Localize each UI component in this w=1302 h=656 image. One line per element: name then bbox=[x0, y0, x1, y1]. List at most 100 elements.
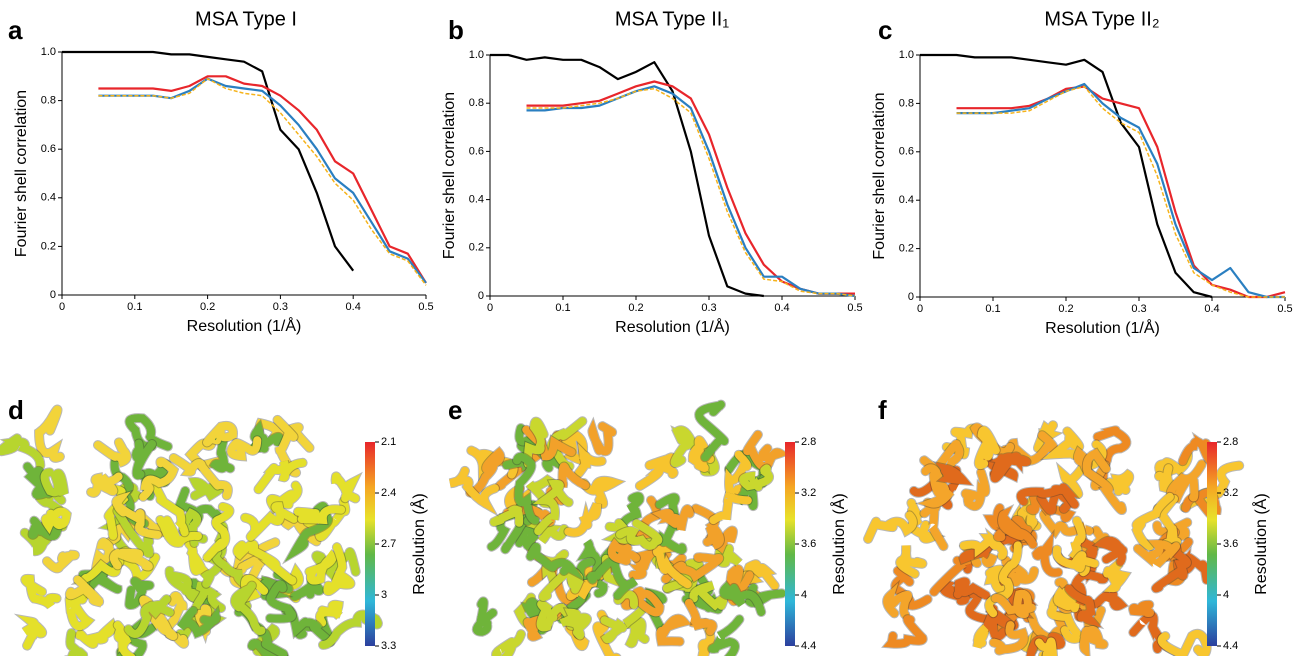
density-strand bbox=[974, 426, 1000, 470]
x-tick-label: 0 bbox=[59, 301, 65, 313]
density-strand bbox=[40, 468, 69, 497]
density-strand bbox=[125, 577, 154, 609]
y-tick-label: 0.6 bbox=[899, 146, 914, 158]
y-tick-label: 0.2 bbox=[41, 240, 56, 252]
density-strand bbox=[652, 505, 694, 531]
density-strand bbox=[625, 617, 649, 648]
y-tick-label: 1.0 bbox=[899, 49, 914, 61]
chart-title: MSA Type I bbox=[195, 8, 297, 30]
fsc-line bbox=[490, 53, 764, 298]
fsc-line bbox=[98, 77, 427, 286]
density-strand bbox=[883, 582, 912, 619]
density-strand bbox=[17, 615, 47, 650]
density-strand bbox=[1129, 600, 1155, 618]
density-strand bbox=[709, 491, 752, 525]
y-tick-label: 1.0 bbox=[41, 46, 56, 58]
density-strand bbox=[163, 591, 189, 648]
density-strand bbox=[961, 468, 990, 510]
density-strand bbox=[864, 511, 917, 543]
colorbar-tick-label: 2.8 bbox=[801, 436, 816, 448]
x-tick-label: 0.5 bbox=[418, 301, 433, 313]
fsc-line bbox=[526, 85, 856, 298]
density-strand bbox=[132, 439, 156, 480]
colorbar bbox=[1207, 442, 1217, 646]
density-strand bbox=[233, 540, 297, 585]
density-strand bbox=[254, 458, 307, 494]
density-strand bbox=[94, 438, 131, 467]
panel-letter: c bbox=[878, 15, 892, 45]
density-strand bbox=[695, 400, 729, 462]
density-strand bbox=[515, 524, 539, 550]
density-strand bbox=[312, 548, 360, 585]
density-strand bbox=[65, 575, 104, 607]
density-strand bbox=[28, 516, 62, 541]
density-strand bbox=[331, 472, 361, 503]
y-tick-label: 0 bbox=[50, 289, 56, 301]
density-strand bbox=[1105, 469, 1134, 496]
density-strand bbox=[185, 539, 212, 580]
density-strand bbox=[670, 426, 698, 467]
density-map bbox=[863, 420, 1245, 656]
y-tick-label: 0.4 bbox=[41, 192, 56, 204]
density-strand bbox=[266, 580, 296, 623]
density-strand bbox=[109, 548, 153, 571]
density-strand bbox=[466, 447, 505, 497]
density-strand bbox=[1132, 492, 1174, 551]
density-strand bbox=[523, 518, 568, 544]
density-strand bbox=[684, 599, 717, 636]
y-tick-label: 0.4 bbox=[469, 194, 484, 206]
density-strand bbox=[1133, 540, 1180, 569]
x-tick-label: 0.1 bbox=[985, 303, 1000, 315]
x-tick-label: 0 bbox=[487, 302, 493, 314]
density-strand bbox=[473, 597, 497, 636]
density-strand bbox=[113, 621, 136, 656]
colorbar-tick-label: 2.1 bbox=[381, 436, 396, 448]
density-strand bbox=[574, 443, 606, 478]
density-strand bbox=[984, 565, 1013, 594]
density-strand bbox=[319, 610, 382, 649]
density-strand bbox=[973, 624, 989, 649]
fsc-line bbox=[526, 87, 856, 297]
density-strand bbox=[883, 615, 927, 648]
density-strand bbox=[532, 479, 573, 535]
y-axis-label: Fourier shell correlation bbox=[871, 92, 888, 259]
colorbar-label: Resolution (Å) bbox=[409, 493, 428, 594]
density-strand bbox=[559, 608, 591, 640]
density-strand bbox=[959, 530, 1008, 560]
fsc-line bbox=[920, 53, 1213, 299]
density-strand bbox=[998, 506, 1037, 549]
density-strand bbox=[203, 421, 237, 447]
density-strand bbox=[227, 436, 262, 461]
fsc-line bbox=[62, 50, 355, 272]
x-axis-label: Resolution (1/Å) bbox=[615, 317, 730, 336]
density-strand bbox=[688, 436, 715, 472]
fsc-line bbox=[956, 85, 1286, 299]
density-strand bbox=[661, 553, 724, 584]
density-strand bbox=[0, 434, 45, 470]
density-strand bbox=[564, 502, 602, 537]
density-strand bbox=[1032, 532, 1063, 577]
y-tick-label: 0 bbox=[478, 290, 484, 302]
density-strand bbox=[41, 507, 71, 535]
y-tick-label: 0.8 bbox=[899, 97, 914, 109]
density-strand bbox=[203, 502, 234, 562]
density-strand bbox=[1079, 626, 1108, 656]
chart-title: MSA Type II₁ bbox=[615, 8, 729, 30]
density-strand bbox=[909, 466, 961, 510]
colorbar bbox=[785, 442, 795, 646]
density-strand bbox=[87, 472, 123, 497]
x-tick-label: 0.1 bbox=[127, 301, 142, 313]
density-strand bbox=[43, 550, 79, 573]
density-strand bbox=[1082, 448, 1126, 514]
density-strand bbox=[891, 566, 932, 610]
y-tick-label: 1.0 bbox=[469, 49, 484, 61]
density-strand bbox=[1001, 556, 1039, 587]
x-tick-label: 0.3 bbox=[701, 302, 716, 314]
density-strand bbox=[588, 419, 617, 456]
colorbar-tick-label: 4 bbox=[801, 589, 807, 601]
y-tick-label: 0.2 bbox=[469, 242, 484, 254]
fsc-line bbox=[956, 82, 1285, 299]
panel-letter: a bbox=[8, 15, 23, 45]
density-strand bbox=[1052, 545, 1099, 572]
